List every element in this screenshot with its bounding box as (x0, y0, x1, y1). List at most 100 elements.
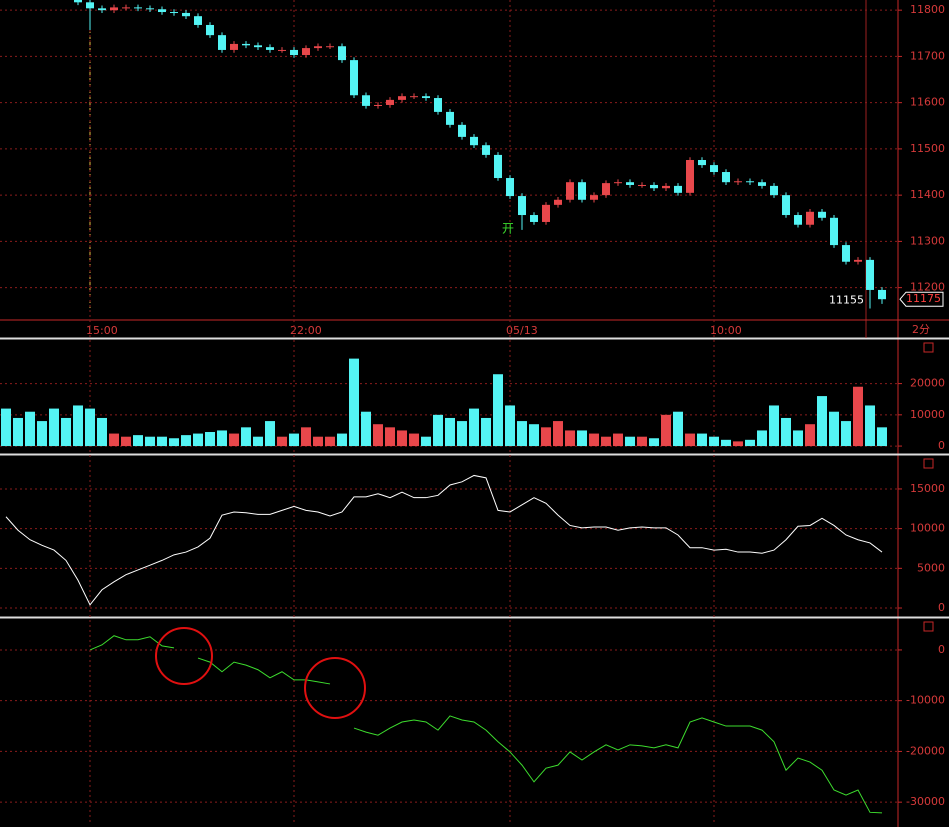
y-tick-label: 0 (938, 439, 945, 452)
candle-body (578, 182, 586, 200)
candle-body (782, 195, 790, 216)
candle-body (662, 185, 670, 189)
y-tick-label: 10000 (910, 408, 945, 421)
volume-bar (229, 433, 239, 447)
candle-body (746, 181, 754, 183)
volume-bar (577, 430, 587, 447)
candle-body (338, 46, 346, 61)
open-marker: 开 (502, 222, 514, 236)
candle-body (842, 245, 850, 262)
volume-bar (205, 432, 215, 447)
volume-bar (73, 405, 83, 447)
y-tick-label: 11200 (910, 281, 945, 294)
candle-body (722, 172, 730, 183)
x-tick-label: 22:00 (290, 324, 322, 337)
period-label: 2分 (912, 323, 930, 336)
y-tick-label: 10000 (910, 522, 945, 535)
candle-body (818, 211, 826, 218)
volume-bar (109, 433, 119, 447)
candle-body (698, 160, 706, 166)
volume-bar (241, 427, 251, 447)
candle-body (194, 16, 202, 25)
candle-body (506, 178, 514, 197)
candle-body (290, 49, 298, 56)
candle-body (590, 195, 598, 200)
volume-bar (373, 424, 383, 447)
candle-body (494, 154, 502, 179)
volume-bar (721, 439, 731, 447)
volume-bar (289, 433, 299, 447)
volume-bar (805, 424, 815, 447)
candle-body (86, 2, 94, 9)
candle-body (314, 46, 322, 49)
candle-body (566, 182, 574, 200)
y-tick-label: 11600 (910, 96, 945, 109)
candle-body (182, 12, 190, 17)
candle-body (446, 111, 454, 125)
y-tick-label: 11400 (910, 188, 945, 201)
volume-bar (733, 441, 743, 447)
y-tick-label: 15000 (910, 482, 945, 495)
x-tick-label: 05/13 (506, 324, 538, 337)
candle-body (110, 7, 118, 11)
volume-bar (361, 411, 371, 447)
volume-bar (49, 408, 59, 447)
candle-body (554, 199, 562, 205)
volume-bar (457, 421, 467, 447)
candle-body (530, 215, 538, 222)
candle-body (74, 0, 82, 3)
candle-body (158, 9, 166, 13)
volume-bar (757, 430, 767, 447)
candle-body (854, 259, 862, 262)
volume-bar (313, 436, 323, 447)
volume-bar (61, 417, 71, 447)
volume-bar (817, 396, 827, 447)
volume-bar (793, 430, 803, 447)
candle-body (374, 104, 382, 106)
volume-bar (493, 374, 503, 447)
candle-body (650, 184, 658, 189)
panel-icon[interactable] (923, 458, 934, 469)
panel (0, 358, 898, 447)
volume-bar (97, 417, 107, 447)
volume-bar (181, 435, 191, 447)
candle-body (242, 43, 250, 46)
volume-bar (349, 358, 359, 447)
x-tick-label: 10:00 (710, 324, 742, 337)
candle-body (674, 185, 682, 193)
candle-body (146, 8, 154, 10)
candle-body (218, 35, 226, 50)
volume-bar (745, 439, 755, 447)
y-tick-label: 11700 (910, 49, 945, 62)
candle-body (830, 217, 838, 246)
candle-body (254, 45, 262, 48)
volume-bar (193, 433, 203, 447)
volume-bar (865, 405, 875, 447)
volume-bar (673, 411, 683, 447)
candle-body (686, 160, 694, 193)
panel-icon[interactable] (923, 621, 934, 632)
panel-icon[interactable] (923, 342, 934, 353)
low-label: 11155 (829, 293, 864, 306)
volume-bar (685, 433, 695, 447)
candle-body (626, 182, 634, 185)
y-tick-label: 0 (938, 601, 945, 614)
volume-bar (217, 430, 227, 447)
candle-body (602, 183, 610, 196)
candle-body (542, 204, 550, 222)
volume-bar (85, 408, 95, 447)
volume-bar (145, 436, 155, 447)
volume-bar (301, 427, 311, 447)
candle-body (230, 43, 238, 50)
volume-bar (433, 414, 443, 447)
volume-bar (1, 408, 11, 447)
y-tick-label: -30000 (906, 795, 945, 808)
candle-body (866, 259, 874, 290)
candle-body (758, 182, 766, 186)
candle-body (878, 289, 886, 300)
candle-body (398, 96, 406, 100)
candle-body (170, 12, 178, 14)
candle-body (638, 184, 646, 186)
candle-body (326, 46, 334, 48)
